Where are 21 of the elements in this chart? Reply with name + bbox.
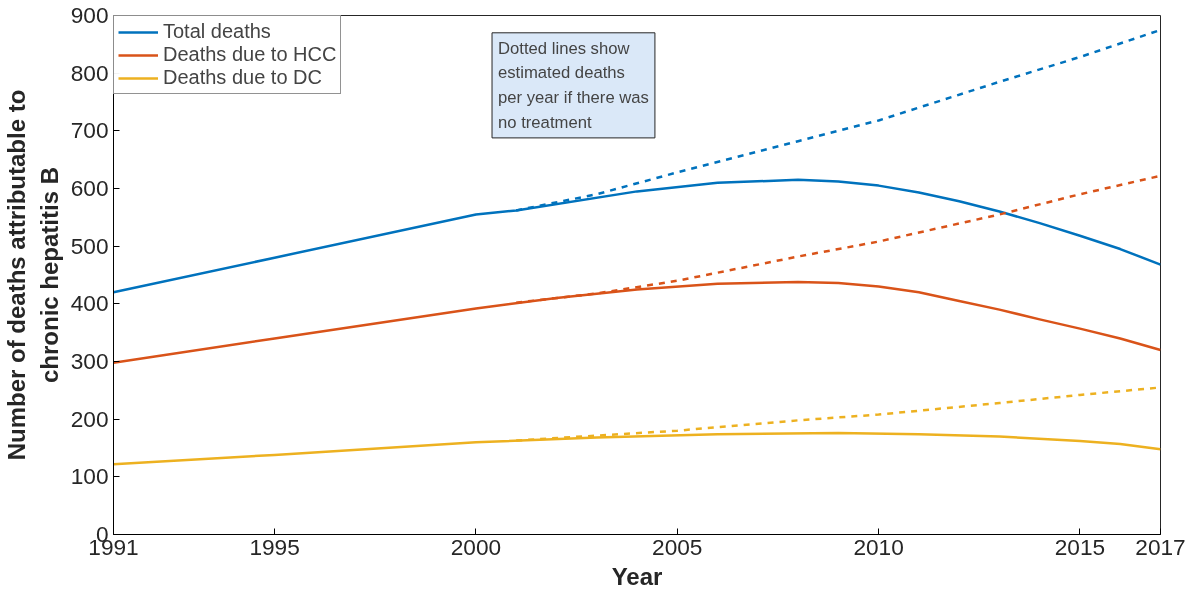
x-tick-label: 2010 [853, 533, 904, 560]
y-axis-title: Number of deaths attributable to chronic hepatitis B [3, 89, 63, 461]
y-tick-label: 600 [70, 175, 109, 201]
x-tick-label: 2015 [1054, 533, 1106, 560]
annotation: Dotted lines show estimated deaths per year if there was no treatment [498, 38, 649, 132]
y-tick-label: 100 [70, 463, 109, 490]
legend-label: Total deaths [163, 20, 271, 43]
y-tick-label: 500 [70, 232, 109, 259]
y-tick-label: 300 [70, 348, 109, 374]
x-tick-label: 2005 [652, 533, 703, 560]
y-tick-label: 200 [70, 405, 109, 432]
x-axis-title: Year [611, 562, 663, 590]
x-tick-label: 2017 [1135, 533, 1186, 560]
y-tick-label: 900 [70, 2, 109, 28]
x-tick-label: 2000 [450, 533, 502, 560]
x-tick-label: 1995 [249, 533, 300, 560]
y-tick-label: 800 [70, 59, 109, 86]
legend-label: Deaths due to HCC [163, 43, 337, 66]
y-tick-label: 400 [70, 290, 109, 317]
y-tick-label: 700 [70, 117, 109, 144]
legend-label: Deaths due to DC [163, 66, 322, 89]
